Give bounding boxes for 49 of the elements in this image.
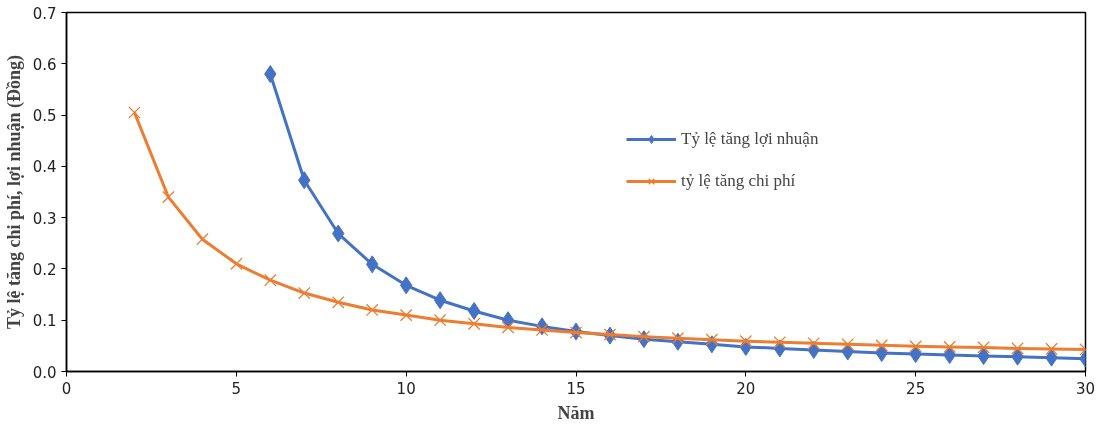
point (263, 273, 277, 287)
y-tick-label: 0.5 (32, 107, 57, 126)
point (1045, 342, 1058, 356)
x-axis-title: Năm (557, 402, 595, 423)
y-tick-label: 0.4 (32, 158, 57, 177)
x-tick-label: 15 (566, 379, 586, 398)
point (739, 334, 753, 348)
point (162, 190, 175, 204)
point (196, 232, 209, 246)
point (909, 340, 922, 353)
point (365, 303, 379, 317)
point (433, 291, 447, 310)
point (433, 313, 447, 327)
legend-label: tỷ lệ tăng chi phí (681, 171, 796, 191)
x-tick-label: 10 (396, 379, 416, 398)
point (467, 301, 481, 320)
y-tick-label: 0.0 (32, 363, 57, 382)
point (977, 341, 990, 354)
point (569, 326, 583, 339)
x-tick-label: 0 (61, 379, 72, 398)
y-tick-label: 0.6 (32, 55, 57, 74)
x-tick-label: 20 (736, 379, 756, 398)
x-tick-label: 30 (1075, 379, 1096, 398)
y-axis-title: Tỷ lệ tăng chi phí, lợi nhuận (Đồng) (3, 54, 25, 330)
point (1011, 342, 1024, 355)
x-tick-label: 5 (231, 379, 242, 398)
point (128, 106, 141, 119)
point (637, 330, 651, 343)
y-tick-label: 0.3 (32, 209, 57, 228)
point (705, 333, 719, 347)
point (875, 339, 889, 352)
x-tick-label: 25 (906, 379, 926, 398)
legend-label: Tỷ lệ tăng lợi nhuận (681, 129, 819, 149)
point (603, 328, 617, 341)
point (230, 257, 243, 271)
point (671, 331, 685, 345)
point (297, 286, 311, 300)
point (773, 335, 787, 349)
y-tick-label: 0.2 (32, 260, 57, 279)
point (501, 321, 515, 334)
point (535, 323, 549, 337)
point (399, 308, 413, 322)
point (467, 317, 481, 331)
y-tick-label: 0.7 (32, 4, 57, 23)
point (807, 336, 821, 350)
point (943, 340, 956, 354)
point (841, 338, 855, 351)
point (331, 295, 345, 309)
y-tick-label: 0.1 (32, 312, 57, 331)
